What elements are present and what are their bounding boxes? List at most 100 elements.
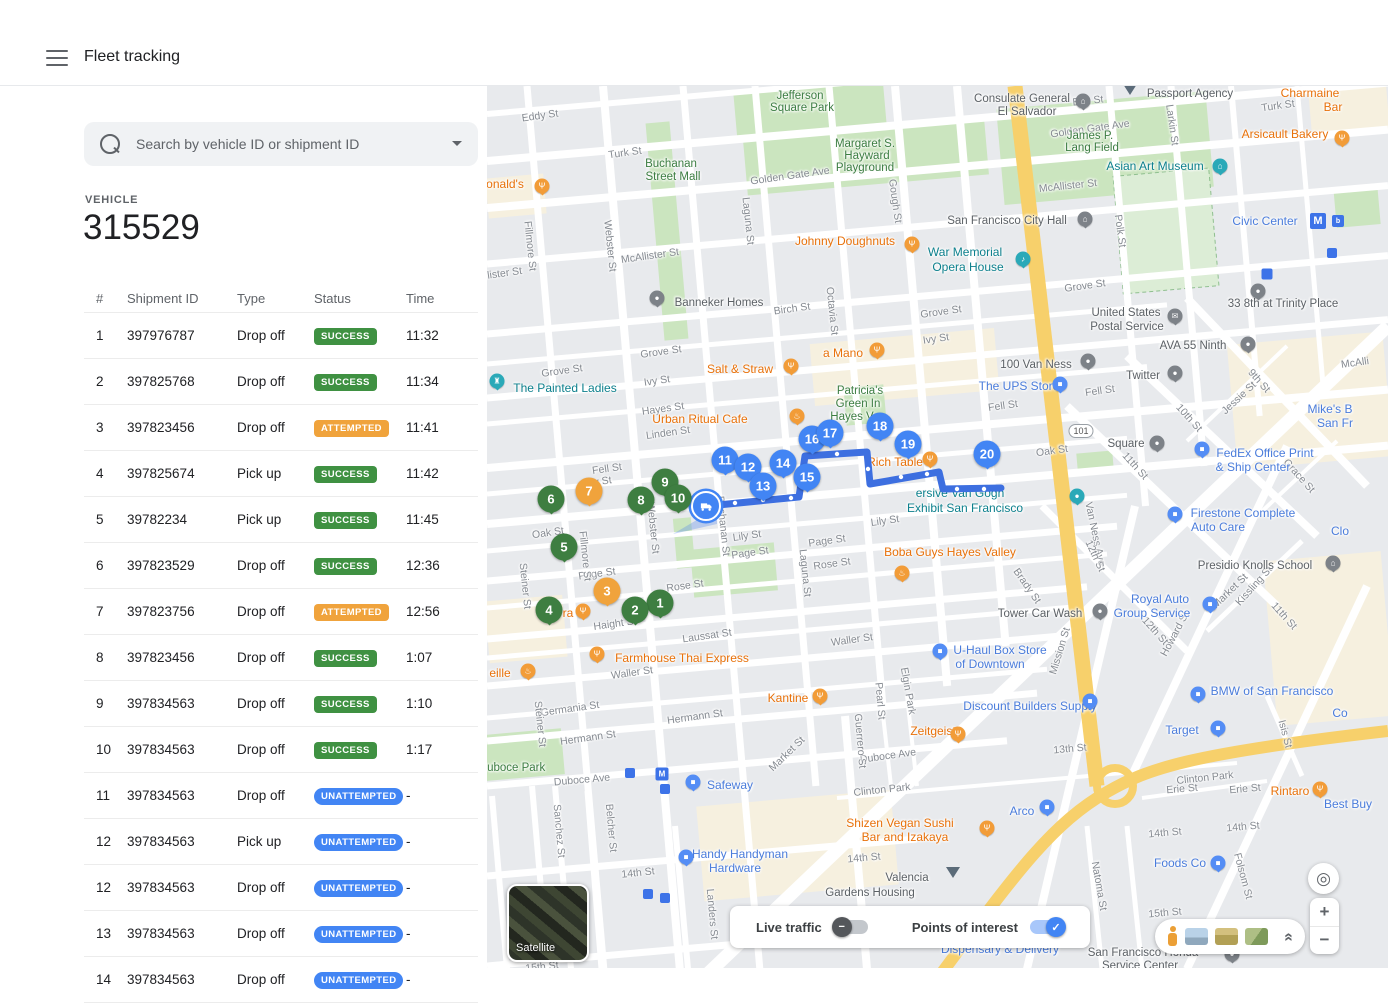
poi-pin[interactable]: ✉	[1167, 308, 1183, 324]
poi-pin[interactable]: ♜	[489, 373, 505, 389]
stop-marker-14[interactable]: 14	[769, 449, 797, 477]
poi-pin[interactable]: ●	[1092, 603, 1108, 619]
table-row[interactable]: 11 397834563 Drop off UNATTEMPTED -	[84, 773, 478, 819]
poi-pin[interactable]: Ψ	[922, 451, 938, 467]
poi-pin[interactable]: ♨	[894, 565, 910, 581]
transit-icon[interactable]	[1327, 248, 1337, 258]
stop-marker-19[interactable]: 19	[894, 430, 922, 458]
table-row[interactable]: 6 397823529 Drop off SUCCESS 12:36	[84, 543, 478, 589]
stop-marker-4[interactable]: 4	[535, 596, 563, 624]
poi-pin[interactable]: Ψ	[950, 726, 966, 742]
poi-pin[interactable]: Ψ	[575, 603, 591, 619]
transit-icon[interactable]: M	[655, 767, 669, 781]
chevron-down-icon[interactable]	[452, 141, 462, 151]
poi-triangle-marker[interactable]	[946, 867, 960, 885]
zoom-out-button[interactable]: −	[1319, 930, 1330, 950]
poi-pin[interactable]: ♨	[789, 408, 805, 424]
poi-pin[interactable]: ⌂	[1077, 211, 1093, 227]
stop-marker-7[interactable]: 7	[575, 477, 603, 505]
stop-marker-1[interactable]: 1	[646, 589, 674, 617]
table-row[interactable]: 8 397823456 Drop off SUCCESS 1:07	[84, 635, 478, 681]
poi-pin[interactable]: ⌂	[1212, 158, 1228, 174]
poi-pin[interactable]: Ψ	[869, 342, 885, 358]
stop-marker-2[interactable]: 2	[621, 596, 649, 624]
poi-pin[interactable]: ●	[1250, 283, 1266, 299]
poi-pin[interactable]: ♨	[520, 663, 536, 679]
table-row[interactable]: 12 397834563 Pick up UNATTEMPTED -	[84, 819, 478, 865]
stop-marker-3[interactable]: 3	[593, 577, 621, 605]
poi-pin[interactable]: ●	[649, 290, 665, 306]
poi-pin[interactable]: Ψ	[904, 236, 920, 252]
poi-pin[interactable]: Ψ	[1312, 781, 1328, 797]
transit-icon[interactable]	[625, 768, 635, 778]
table-row[interactable]: 12 397834563 Drop off UNATTEMPTED -	[84, 865, 478, 911]
poi-pin[interactable]: ●	[1069, 488, 1085, 504]
stop-marker-18[interactable]: 18	[866, 412, 894, 440]
poi-pin[interactable]: ●	[1149, 435, 1165, 451]
poi-pin[interactable]: ■	[1210, 855, 1226, 871]
stop-marker-5[interactable]: 5	[550, 533, 578, 561]
poi-pin[interactable]: ■	[1167, 506, 1183, 522]
poi-pin[interactable]: ♪	[1015, 251, 1031, 267]
poi-triangle-marker[interactable]	[1123, 86, 1137, 102]
poi-pin[interactable]: Ψ	[1334, 130, 1350, 146]
my-location-button[interactable]: ◎	[1308, 863, 1339, 894]
poi-pin[interactable]: ⌂	[1325, 555, 1341, 571]
table-row[interactable]: 2 397825768 Drop off SUCCESS 11:34	[84, 359, 478, 405]
poi-pin[interactable]: ■	[1052, 376, 1068, 392]
table-row[interactable]: 9 397834563 Drop off SUCCESS 1:10	[84, 681, 478, 727]
stop-marker-11[interactable]: 11	[711, 446, 739, 474]
table-row[interactable]: 14 397834563 Drop off UNATTEMPTED -	[84, 957, 478, 1003]
poi-pin[interactable]: ⌂	[1075, 93, 1091, 109]
transit-icon[interactable]	[1261, 268, 1273, 280]
poi-pin[interactable]: ■	[678, 849, 694, 865]
live-traffic-toggle[interactable]: −	[831, 917, 868, 937]
table-row[interactable]: 13 397834563 Drop off UNATTEMPTED -	[84, 911, 478, 957]
imagery-thumbnail[interactable]	[1245, 928, 1268, 945]
poi-pin[interactable]: ■	[1194, 441, 1210, 457]
search-box[interactable]	[84, 122, 478, 166]
poi-pin[interactable]: Ψ	[812, 688, 828, 704]
imagery-thumbnail[interactable]	[1185, 928, 1208, 945]
poi-pin[interactable]: Ψ	[979, 820, 995, 836]
poi-pin[interactable]: ■	[932, 643, 948, 659]
table-row[interactable]: 4 397825674 Pick up SUCCESS 11:42	[84, 451, 478, 497]
transit-icon[interactable]	[660, 784, 670, 794]
imagery-thumbnail[interactable]	[1215, 928, 1238, 945]
zoom-in-button[interactable]: +	[1310, 898, 1339, 927]
poi-pin[interactable]: Ψ	[534, 178, 550, 194]
stop-marker-20[interactable]: 20	[973, 440, 1001, 468]
points-of-interest-toggle[interactable]: ✓	[1030, 917, 1066, 937]
search-input[interactable]	[134, 135, 452, 153]
stop-marker-10[interactable]: 10	[664, 484, 692, 512]
stop-marker-6[interactable]: 6	[537, 485, 565, 513]
poi-pin[interactable]: ■	[1039, 799, 1055, 815]
transit-icon[interactable]	[643, 889, 653, 899]
vehicle-location-icon[interactable]	[691, 491, 721, 521]
satellite-view-button[interactable]: Satellite	[507, 884, 589, 962]
transit-icon[interactable]	[660, 893, 670, 903]
stop-marker-15[interactable]: 15	[793, 463, 821, 491]
poi-pin[interactable]: ■	[1190, 686, 1206, 702]
menu-icon[interactable]	[46, 50, 68, 66]
table-row[interactable]: 5 39782234 Pick up SUCCESS 11:45	[84, 497, 478, 543]
table-row[interactable]: 7 397823756 Drop off ATTEMPTED 12:56	[84, 589, 478, 635]
poi-pin[interactable]: ●	[1080, 353, 1096, 369]
transit-icon[interactable]: b	[1332, 215, 1344, 227]
poi-pin[interactable]: ■	[1082, 693, 1098, 709]
poi-pin[interactable]: ■	[1202, 596, 1218, 612]
poi-pin[interactable]: ●	[1240, 336, 1256, 352]
poi-pin[interactable]: ●	[1167, 365, 1183, 381]
stop-marker-8[interactable]: 8	[627, 486, 655, 514]
poi-pin[interactable]: Ψ	[783, 358, 799, 374]
table-row[interactable]: 3 397823456 Drop off ATTEMPTED 11:41	[84, 405, 478, 451]
table-row[interactable]: 10 397834563 Drop off SUCCESS 1:17	[84, 727, 478, 773]
pegman-icon[interactable]	[1167, 926, 1178, 947]
collapse-icon[interactable]: »	[1279, 932, 1297, 941]
stop-marker-17[interactable]: 17	[816, 419, 844, 447]
transit-icon[interactable]: M	[1310, 213, 1326, 229]
poi-pin[interactable]: ■	[1210, 720, 1226, 736]
stop-marker-13[interactable]: 13	[749, 472, 777, 500]
poi-pin[interactable]: ■	[685, 774, 701, 790]
